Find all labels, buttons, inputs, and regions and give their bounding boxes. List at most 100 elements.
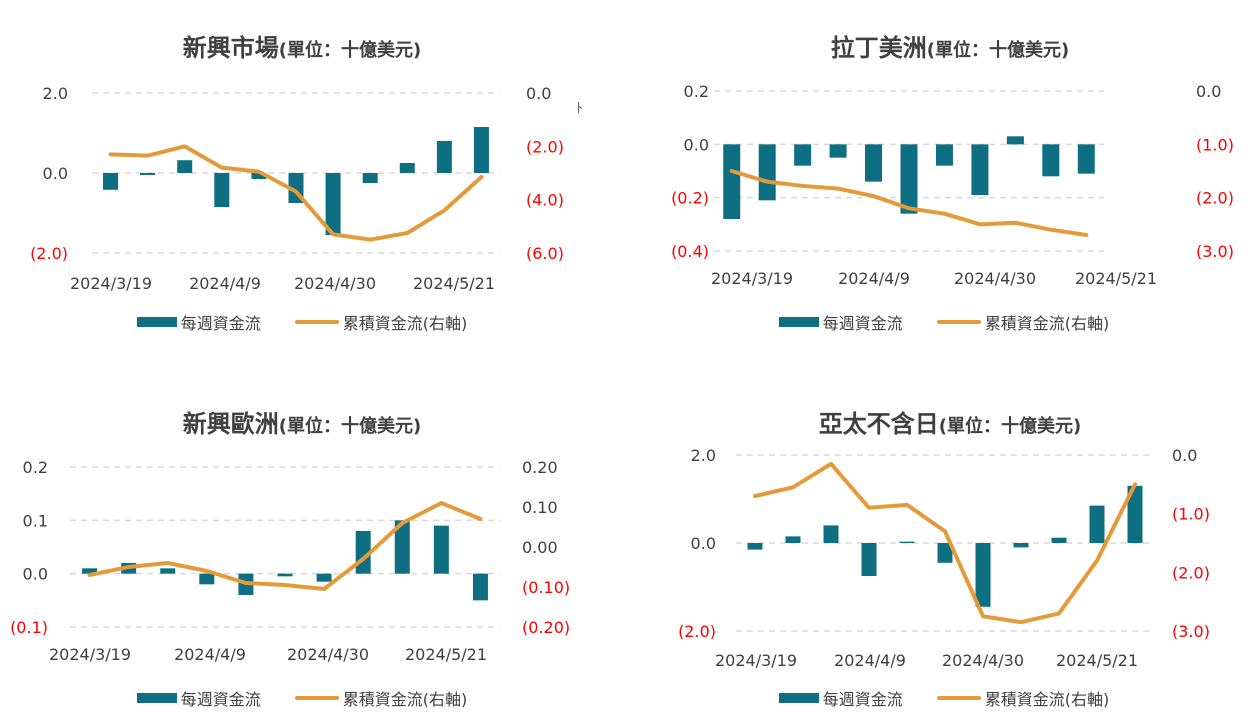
legend-swatch-bar xyxy=(778,693,819,703)
bar-weekly-flow xyxy=(1127,485,1143,543)
bar-weekly-flow xyxy=(723,144,741,219)
bar-weekly-flow xyxy=(199,573,215,585)
bar-weekly-flow xyxy=(865,144,883,182)
chart-panel-latin-america: 拉丁美洲(單位：十億美元) 0.2 0.0 (0.2) (0.4) 0.0 (1.0) (2… xyxy=(624,0,1248,364)
bar-weekly-flow xyxy=(362,173,378,183)
bar-weekly-flow xyxy=(399,163,415,173)
x-axis-tick: 2024/5/21 xyxy=(1056,651,1138,670)
bar-weekly-flow xyxy=(1051,537,1067,543)
y-axis-left-tick: 0.0 xyxy=(684,135,709,154)
legend-item-line: 累積資金流(右軸) xyxy=(936,686,1110,710)
bar-weekly-flow xyxy=(823,525,839,543)
bar-weekly-flow xyxy=(1006,136,1024,145)
x-axis-tick: 2024/3/19 xyxy=(715,651,797,670)
bar-weekly-flow xyxy=(160,568,176,574)
chart-panel-asia-pacific-ex-japan: 亞太不含日(單位：十億美元) 2.0 0.0 (2.0) 0.0 (1.0) (2.0) (… xyxy=(624,364,1248,728)
y-axis-right-tick: (2.0) xyxy=(526,137,564,156)
x-axis-tick: 2024/3/19 xyxy=(711,269,793,288)
legend-label-bar: 每週資金流 xyxy=(180,690,261,709)
legend-item-bar: 每週資金流 xyxy=(136,686,261,710)
y-axis-right-tick: (2.0) xyxy=(1196,189,1234,208)
bar-weekly-flow xyxy=(140,173,156,175)
x-axis-tick: 2024/4/30 xyxy=(294,274,376,293)
legend-label-bar: 每週資金流 xyxy=(180,314,261,333)
y-axis-left-tick: 0.2 xyxy=(684,82,709,101)
legend-item-bar: 每週資金流 xyxy=(778,686,903,710)
x-axis-tick: 2024/4/9 xyxy=(189,274,261,293)
x-axis-tick: 2024/4/9 xyxy=(174,645,246,664)
bar-weekly-flow xyxy=(900,144,918,214)
legend-swatch-bar xyxy=(778,317,819,327)
bar-weekly-flow xyxy=(82,568,98,574)
y-axis-left-tick: 2.0 xyxy=(691,446,716,465)
bar-weekly-flow xyxy=(1077,144,1095,174)
legend-swatch-line xyxy=(936,696,981,700)
y-axis-left-tick: 0.2 xyxy=(23,458,48,477)
legend-swatch-bar xyxy=(136,693,177,703)
legend-item-line: 累積資金流(右軸) xyxy=(936,310,1109,334)
y-axis-right-tick: (0.20) xyxy=(522,618,570,637)
bar-weekly-flow xyxy=(472,573,488,601)
bar-weekly-flow xyxy=(251,173,267,179)
bar-weekly-flow xyxy=(794,144,812,166)
chart-title: 拉丁美洲(單位：十億美元) xyxy=(638,28,1248,63)
bar-weekly-flow xyxy=(785,536,801,543)
chart-title-text: 亞太不含日 xyxy=(818,410,939,438)
chart-legend: 每週資金流 累積資金流(右軸) xyxy=(0,686,614,710)
y-axis-right-tick: 0.0 xyxy=(1196,82,1221,101)
line-cumulative-flow xyxy=(753,461,1137,625)
y-axis-right-tick: (3.0) xyxy=(1172,622,1210,641)
y-axis-right-tick: (6.0) xyxy=(526,244,564,263)
chart-title-text: 新興市場 xyxy=(182,34,279,62)
line-cumulative-flow xyxy=(87,501,483,591)
y-axis-right-tick: 0.10 xyxy=(522,498,558,517)
bar-weekly-flow xyxy=(861,543,877,576)
bar-weekly-flow xyxy=(899,541,915,543)
y-axis-left-tick: 0.1 xyxy=(23,511,48,530)
chart-plot: 0.2 0.0 (0.2) (0.4) 0.0 (1.0) (2.0) (3.0) 2024/3… xyxy=(671,82,1234,288)
chart-legend: 每週資金流 累積資金流(右軸) xyxy=(632,310,1248,334)
legend-swatch-line xyxy=(936,320,981,324)
chart-plot: 2.0 0.0 (2.0) 0.0 (1.0) (2.0) (3.0) 2024/3/19 20… xyxy=(678,446,1210,670)
chart-panel-emerging-europe: 新興歐洲(單位：十億美元) 0.2 0.1 0.0 (0.1) 0.20 0.10 0.00… xyxy=(0,364,624,728)
chart-title: 新興市場(單位：十億美元) xyxy=(0,28,614,63)
chart-title-text: 新興歐洲 xyxy=(182,410,279,438)
chart-legend: 每週資金流 累積資金流(右軸) xyxy=(0,310,614,334)
line-cumulative-flow xyxy=(108,144,484,242)
legend-swatch-line xyxy=(294,696,339,700)
line-cumulative-flow xyxy=(729,169,1089,237)
chart-title-unit: (單位：十億美元) xyxy=(278,40,422,61)
legend-label-line: 累積資金流(右軸) xyxy=(342,690,468,709)
chart-title-unit: (單位：十億美元) xyxy=(278,416,422,437)
x-axis-tick: 2024/3/19 xyxy=(49,645,131,664)
y-axis-right-tick: (3.0) xyxy=(1196,242,1234,261)
legend-label-line: 累積資金流(右軸) xyxy=(984,690,1110,709)
chart-title-unit: (單位：十億美元) xyxy=(938,416,1082,437)
legend-label-bar: 每週資金流 xyxy=(822,314,903,333)
chart-title-text: 拉丁美洲 xyxy=(830,34,927,62)
x-axis-tick: 2024/4/30 xyxy=(954,269,1036,288)
y-axis-right-tick: (4.0) xyxy=(526,191,564,210)
bar-weekly-flow xyxy=(473,127,489,173)
chart-title-unit: (單位：十億美元) xyxy=(926,40,1070,61)
y-axis-left-tick: (0.2) xyxy=(671,189,709,208)
bar-weekly-flow xyxy=(1013,543,1029,548)
bar-weekly-flow xyxy=(971,144,989,195)
y-axis-left-tick: 0.0 xyxy=(23,565,48,584)
legend-item-line: 累積資金流(右軸) xyxy=(294,310,467,334)
y-axis-right-tick: (2.0) xyxy=(1172,563,1210,582)
chart-plot: 0.2 0.1 0.0 (0.1) 0.20 0.10 0.00 (0.10) (0.20) 20… xyxy=(10,458,570,664)
bar-weekly-flow xyxy=(829,144,847,158)
x-axis-tick: 2024/5/21 xyxy=(413,274,495,293)
bar-weekly-flow xyxy=(747,543,763,550)
bar-weekly-flow xyxy=(436,141,452,173)
y-axis-right-tick: 0.0 xyxy=(526,84,551,103)
x-axis-tick: 2024/4/9 xyxy=(838,269,910,288)
y-axis-left-tick: (2.0) xyxy=(30,244,68,263)
y-axis-left-tick: (0.4) xyxy=(671,242,709,261)
x-axis-tick: 2024/5/21 xyxy=(1075,269,1157,288)
y-axis-right-tick: (0.10) xyxy=(522,578,570,597)
bar-weekly-flow xyxy=(433,525,449,574)
y-axis-right-tick: 0.20 xyxy=(522,458,558,477)
bar-weekly-flow xyxy=(758,144,776,201)
